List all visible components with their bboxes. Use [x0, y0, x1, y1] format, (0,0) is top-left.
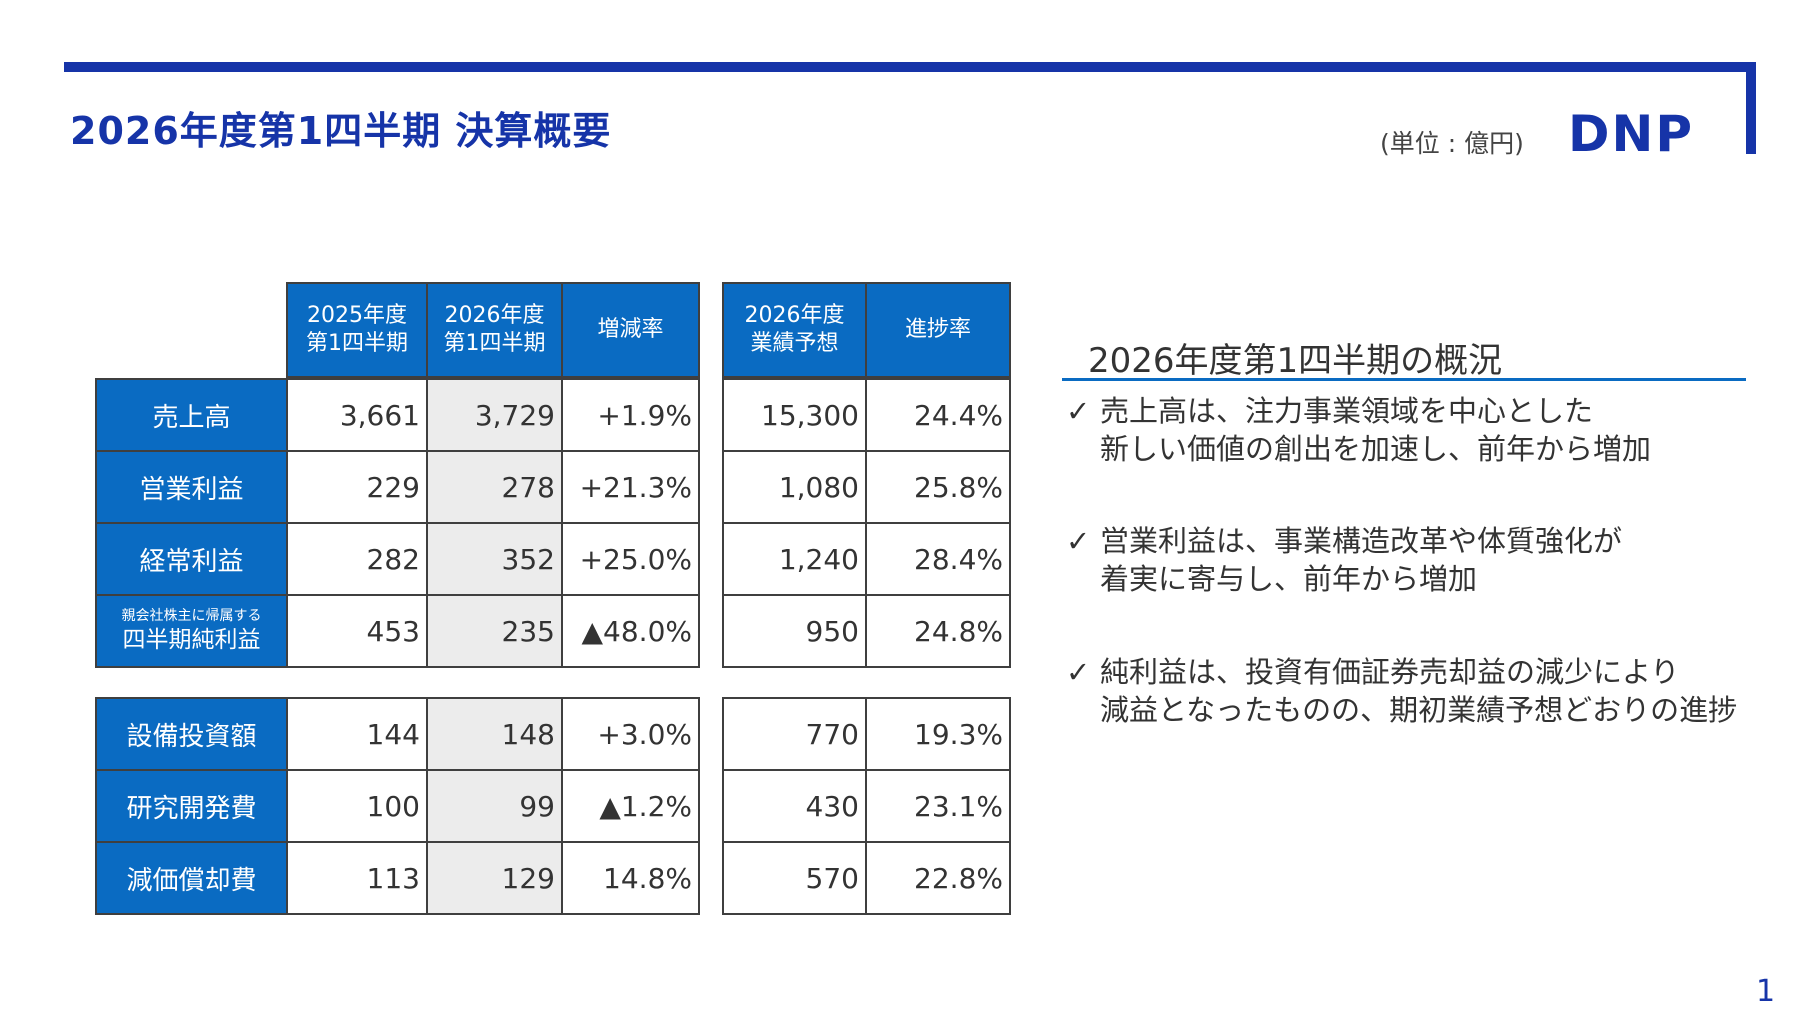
cell-change: ▲48.0% [561, 594, 700, 668]
table-row: 1,240 28.4% [722, 522, 1011, 596]
cell-progress: 24.4% [865, 378, 1011, 452]
cell-curr: 3,729 [426, 378, 563, 452]
bullet-text: 営業利益は、事業構造改革や体質強化が 着実に寄与し、前年から増加 [1100, 524, 1623, 596]
top-rule [64, 62, 1756, 72]
overview-rule [1062, 378, 1746, 381]
row-label-ordinary-income: 経常利益 [95, 522, 288, 596]
cell-prev: 113 [286, 841, 428, 915]
table-row: 減価償却費 113 129 14.8% [95, 841, 700, 915]
header-table-left: 2025年度 第1四半期 2026年度 第1四半期 増減率 [286, 282, 700, 378]
table-row: 親会社株主に帰属する 四半期純利益 453 235 ▲48.0% [95, 594, 700, 668]
cell-forecast: 15,300 [722, 378, 867, 452]
header-curr-year: 2026年度 第1四半期 [426, 282, 563, 378]
check-icon: ✓ [1066, 655, 1091, 689]
check-icon: ✓ [1066, 524, 1091, 558]
table-row: 営業利益 229 278 +21.3% [95, 450, 700, 524]
row-label-capex: 設備投資額 [95, 697, 288, 771]
cell-change: +25.0% [561, 522, 700, 596]
table-row: 430 23.1% [722, 769, 1011, 843]
cell-progress: 19.3% [865, 697, 1011, 771]
cell-forecast: 570 [722, 841, 867, 915]
overview-bullet: ✓ 営業利益は、事業構造改革や体質強化が 着実に寄与し、前年から増加 [1066, 522, 1746, 602]
table-row: 15,300 24.4% [722, 378, 1011, 452]
header-change-rate: 増減率 [561, 282, 700, 378]
cell-forecast: 950 [722, 594, 867, 668]
header-prev-year: 2025年度 第1四半期 [286, 282, 428, 378]
cell-prev: 100 [286, 769, 428, 843]
overview-bullet: ✓ 売上高は、注力事業領域を中心とした 新しい価値の創出を加速し、前年から増加 [1066, 392, 1746, 472]
dnp-logo: DNP [1568, 105, 1694, 163]
cell-change: +1.9% [561, 378, 700, 452]
header-progress: 進捗率 [865, 282, 1011, 378]
table-row: 770 19.3% [722, 697, 1011, 771]
cell-change: ▲1.2% [561, 769, 700, 843]
cell-curr: 148 [426, 697, 563, 771]
cell-progress: 23.1% [865, 769, 1011, 843]
cell-curr: 278 [426, 450, 563, 524]
row-label-rnd: 研究開発費 [95, 769, 288, 843]
unit-label: (単位 : 億円) [1380, 129, 1524, 158]
cell-prev: 3,661 [286, 378, 428, 452]
cell-forecast: 770 [722, 697, 867, 771]
cell-prev: 229 [286, 450, 428, 524]
cell-progress: 24.8% [865, 594, 1011, 668]
side-rule [1746, 62, 1756, 154]
header-table-right: 2026年度 業績予想 進捗率 [722, 282, 1011, 378]
results-table-left: 売上高 3,661 3,729 +1.9% 営業利益 229 278 +21.3… [95, 378, 700, 668]
investment-table-left: 設備投資額 144 148 +3.0% 研究開発費 100 99 ▲1.2% 減… [95, 697, 700, 915]
cell-progress: 28.4% [865, 522, 1011, 596]
cell-curr: 99 [426, 769, 563, 843]
cell-change: +3.0% [561, 697, 700, 771]
row-label-operating-income: 営業利益 [95, 450, 288, 524]
check-icon: ✓ [1066, 394, 1091, 428]
table-row: 1,080 25.8% [722, 450, 1011, 524]
net-income-label: 四半期純利益 [122, 627, 261, 653]
investment-table-right: 770 19.3% 430 23.1% 570 22.8% [722, 697, 1011, 915]
page-title: 2026年度第1四半期 決算概要 [70, 109, 612, 153]
cell-prev: 144 [286, 697, 428, 771]
table-row: 経常利益 282 352 +25.0% [95, 522, 700, 596]
row-label-net-income: 親会社株主に帰属する 四半期純利益 [95, 594, 288, 668]
table-row: 950 24.8% [722, 594, 1011, 668]
table-row: 研究開発費 100 99 ▲1.2% [95, 769, 700, 843]
cell-curr: 352 [426, 522, 563, 596]
header-forecast: 2026年度 業績予想 [722, 282, 867, 378]
cell-curr: 129 [426, 841, 563, 915]
cell-change: +21.3% [561, 450, 700, 524]
cell-prev: 453 [286, 594, 428, 668]
cell-forecast: 430 [722, 769, 867, 843]
bullet-text: 純利益は、投資有価証券売却益の減少により 減益となったものの、期初業績予想どおり… [1100, 655, 1738, 727]
overview-bullet: ✓ 純利益は、投資有価証券売却益の減少により 減益となったものの、期初業績予想ど… [1066, 653, 1746, 733]
table-row: 設備投資額 144 148 +3.0% [95, 697, 700, 771]
cell-progress: 25.8% [865, 450, 1011, 524]
row-label-depreciation: 減価償却費 [95, 841, 288, 915]
results-table-right: 15,300 24.4% 1,080 25.8% 1,240 28.4% 950… [722, 378, 1011, 668]
table-row: 570 22.8% [722, 841, 1011, 915]
cell-prev: 282 [286, 522, 428, 596]
page-number: 1 [1756, 974, 1776, 1009]
row-label-sales: 売上高 [95, 378, 288, 452]
cell-forecast: 1,080 [722, 450, 867, 524]
cell-progress: 22.8% [865, 841, 1011, 915]
cell-change: 14.8% [561, 841, 700, 915]
table-row: 売上高 3,661 3,729 +1.9% [95, 378, 700, 452]
bullet-text: 売上高は、注力事業領域を中心とした 新しい価値の創出を加速し、前年から増加 [1100, 394, 1652, 466]
overview-title: 2026年度第1四半期の概況 [1088, 341, 1503, 381]
net-income-sublabel: 親会社株主に帰属する [121, 608, 262, 624]
cell-forecast: 1,240 [722, 522, 867, 596]
cell-curr: 235 [426, 594, 563, 668]
